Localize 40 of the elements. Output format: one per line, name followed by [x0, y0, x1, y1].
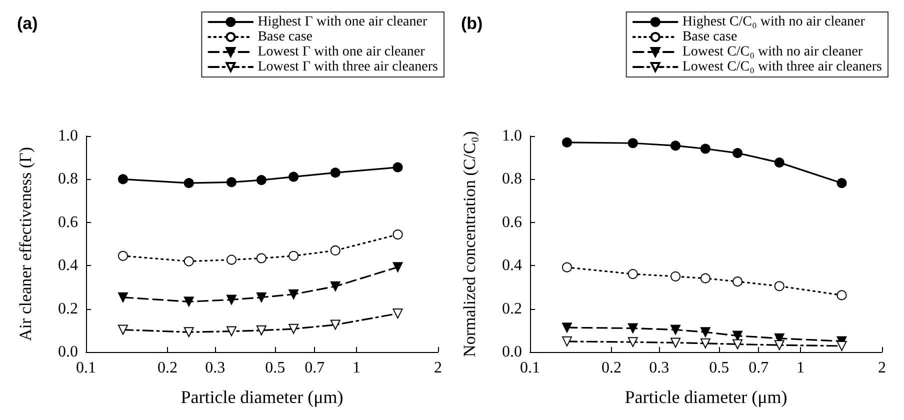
- legend-label: Highest Γ with one air cleaner: [258, 14, 428, 30]
- x-tick-label: 0.5: [709, 360, 730, 376]
- y-tick-label: 0.0: [58, 344, 78, 360]
- legend-label: Lowest C/C₀ with no air cleaner: [682, 44, 863, 60]
- x-tick-label: 0.1: [76, 360, 96, 376]
- legend-label: Base case: [258, 30, 313, 44]
- x-tick-label: 0.7: [304, 360, 325, 376]
- y-tick-label: 0.2: [58, 300, 78, 318]
- legend-label: Lowest C/C₀ with three air cleaners: [682, 60, 882, 74]
- x-tick-label: 1: [796, 360, 805, 376]
- y-tick-label: 0.6: [502, 214, 522, 231]
- x-tick-label: 0.3: [649, 360, 670, 376]
- x-axis-title: Particle diameter (μm): [624, 387, 788, 407]
- y-axis-title: Normalized concentration (C/C₀): [460, 131, 479, 357]
- x-tick-label: 0.5: [265, 360, 286, 376]
- y-tick-label: 0.8: [502, 170, 522, 188]
- x-tick-label: 0.3: [205, 360, 226, 376]
- x-tick-label: 0.2: [601, 360, 622, 376]
- x-tick-label: 0.7: [748, 360, 769, 376]
- legend-label: Highest C/C₀ with no air cleaner: [682, 14, 866, 30]
- x-tick-label: 2: [878, 360, 886, 376]
- chart-title: (b): [461, 14, 483, 33]
- y-tick-label: 0.6: [58, 214, 78, 231]
- chart-title: (a): [17, 14, 38, 33]
- legend-label: Lowest Γ with three air cleaners: [258, 60, 438, 74]
- legend-label: Lowest Γ with one air cleaner: [258, 44, 426, 60]
- y-tick-label: 0.0: [502, 344, 522, 360]
- y-tick-label: 0.2: [502, 300, 522, 318]
- y-axis-title: Air cleaner effectiveness (Γ): [16, 146, 35, 342]
- x-tick-label: 0.2: [157, 360, 178, 376]
- y-tick-label: 0.4: [58, 257, 78, 274]
- y-tick-label: 1.0: [58, 128, 78, 144]
- x-axis-title: Particle diameter (μm): [180, 387, 344, 407]
- legend-label: Base case: [682, 30, 738, 44]
- y-tick-label: 0.4: [502, 257, 522, 274]
- y-tick-label: 0.8: [58, 170, 78, 188]
- y-tick-label: 1.0: [502, 128, 522, 144]
- x-tick-label: 0.1: [520, 360, 540, 376]
- x-tick-label: 1: [352, 360, 361, 376]
- x-tick-label: 2: [434, 360, 442, 376]
